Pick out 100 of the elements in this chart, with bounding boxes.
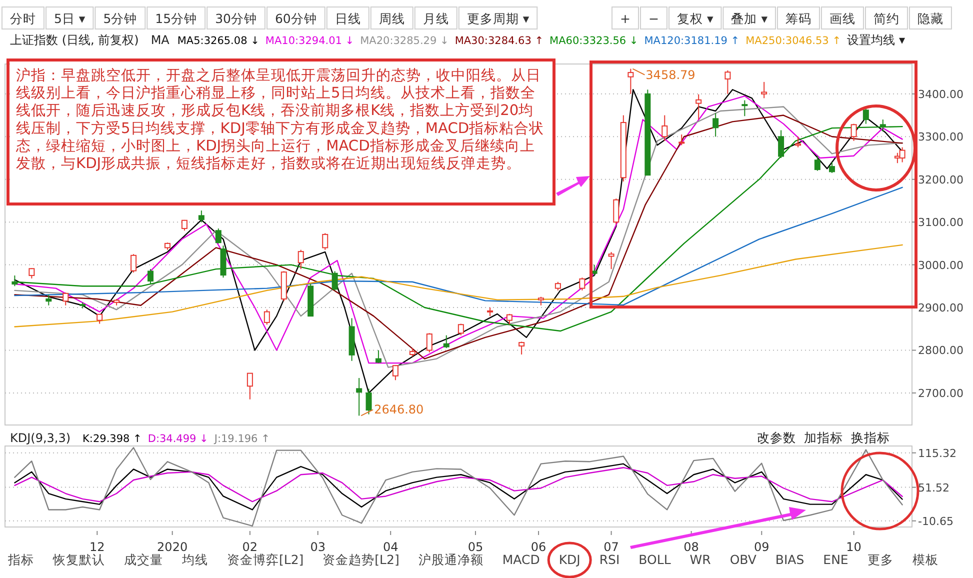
candlestick <box>814 155 820 172</box>
text: 叠加 ▾ <box>731 11 768 26</box>
candlestick <box>579 277 586 291</box>
line-series <box>14 186 903 306</box>
annotation: 沪指：早盘跳空低开，开盘之后整体呈现低开震荡回升的态势，收中阳线。从日线级别上看，今日沪指重心稍显上移，同时站上5日均线。从技术上看，指数全线低开，随后迅速反攻，形成反包K线，吞没前期多根K线，指数上方受到20均线压制，下方受5日均线支撑，KDJ零轴下方有形成金叉趋势，MACD指标粘合状态，绿柱缩短，小时图上，KDJ拐头向上运行，MACD指标形成金叉后继续向上发散，与KDJ形成共振，短线指标走好，指数或将在近期出现短线反弹走势。 <box>15 67 544 172</box>
text: − <box>648 11 659 26</box>
text: 隐藏 <box>917 11 944 26</box>
text: WR <box>690 552 712 567</box>
y-tick-label: 51.52 <box>918 481 950 494</box>
candlestick <box>862 107 869 124</box>
legend-title: MA <box>150 33 170 47</box>
candlestick <box>426 332 432 353</box>
candlestick <box>198 210 204 223</box>
candlestick <box>392 364 398 381</box>
candlestick <box>215 228 222 244</box>
candlestick <box>375 350 382 364</box>
y-tick-label: 3200.00 <box>918 173 964 186</box>
candlestick <box>506 313 512 326</box>
y-tick-label: 2700.00 <box>918 386 964 400</box>
annotation: 3458.79 <box>646 68 696 82</box>
text: + <box>620 11 630 26</box>
text: 复权 ▾ <box>676 11 714 26</box>
candlestick <box>628 68 634 94</box>
x-tick-label: 07 <box>604 540 619 554</box>
text: 模板 <box>912 552 938 567</box>
x-tick-label: 05 <box>468 540 484 554</box>
text: K:29.398 ↑ <box>82 433 142 445</box>
candlestick <box>591 264 598 276</box>
chart-title: KDJ(9,3,3) <box>10 431 71 445</box>
x-tick-label: 2020 <box>157 540 188 554</box>
y-tick-label: 3400.00 <box>918 88 964 101</box>
text: 30分钟 <box>215 11 257 26</box>
candlestick <box>608 251 614 270</box>
chart-title: 上证指数 (日线, 前复权) <box>10 33 139 47</box>
text: RSI <box>599 552 620 567</box>
candlestick <box>724 70 731 94</box>
candlestick <box>458 323 464 336</box>
x-tick-label: 09 <box>754 540 770 554</box>
text: 恢复默认 <box>52 552 105 567</box>
text: MA120:3181.19 ↑ <box>644 35 740 47</box>
text: 资金博弈[L2] <box>227 552 304 567</box>
text: MA10:3294.01 ↓ <box>265 35 354 47</box>
x-tick-label: 02 <box>242 540 258 554</box>
candlestick <box>264 309 270 326</box>
x-tick-label: 04 <box>382 540 398 554</box>
line-series <box>14 447 903 527</box>
text: MA30:3284.63 ↑ <box>454 35 544 47</box>
text: KDJ <box>558 552 580 567</box>
candlestick <box>246 372 253 400</box>
candlestick <box>443 334 450 349</box>
candlestick <box>366 388 372 415</box>
text: 筹码 <box>785 11 812 26</box>
text: 指标 <box>7 552 34 567</box>
candlestick <box>795 136 802 148</box>
x-tick-label: 03 <box>310 540 326 554</box>
text: 加指标 <box>804 430 843 445</box>
x-tick-label: 06 <box>530 540 546 554</box>
y-tick-label: 3300.00 <box>918 130 964 144</box>
candlestick <box>518 341 525 356</box>
candlestick <box>28 268 35 279</box>
annotation: 2646.80 <box>374 402 424 417</box>
text: 分时 <box>10 11 36 26</box>
candlestick <box>712 112 719 138</box>
text: 均线 <box>181 552 208 567</box>
candlestick <box>12 274 18 287</box>
x-tick-label: 12 <box>90 540 105 554</box>
candlestick <box>130 254 137 273</box>
text: 周线 <box>378 11 405 26</box>
text: 更多周期 ▾ <box>466 11 530 26</box>
candlestick <box>662 114 668 142</box>
text: MACD <box>502 552 540 567</box>
text: MA250:3046.53 ↑ <box>746 35 841 47</box>
text: 换指标 <box>851 430 890 445</box>
candlestick <box>828 162 835 174</box>
text: MA5:3265.08 ↓ <box>177 35 260 47</box>
text: 简约 <box>873 11 900 26</box>
candlestick <box>356 378 362 416</box>
x-tick-label: 08 <box>684 540 699 554</box>
y-tick-label: -10.65 <box>918 514 954 528</box>
text: 5分钟 <box>103 11 138 26</box>
text: OBV <box>730 552 757 567</box>
text: 画线 <box>829 11 856 26</box>
line-series <box>14 467 903 502</box>
line-series <box>14 244 903 328</box>
candlestick <box>298 249 304 270</box>
text: 5日 ▾ <box>54 11 86 26</box>
candlestick <box>761 81 768 99</box>
text: 日线 <box>334 11 361 26</box>
x-tick-label: 10 <box>846 540 862 554</box>
line-series <box>14 463 903 510</box>
text: D:34.499 ↓ <box>148 433 208 445</box>
candlestick <box>880 119 886 132</box>
candlestick <box>613 198 620 225</box>
text: 沪股通净额 <box>418 552 484 567</box>
candlestick <box>332 270 338 291</box>
text: 资金趋势[L2] <box>322 552 400 567</box>
text: 月线 <box>422 11 449 26</box>
text: MA60:3323.56 ↓ <box>550 35 638 47</box>
candlestick <box>322 232 328 250</box>
y-tick-label: 3000.00 <box>918 258 964 272</box>
